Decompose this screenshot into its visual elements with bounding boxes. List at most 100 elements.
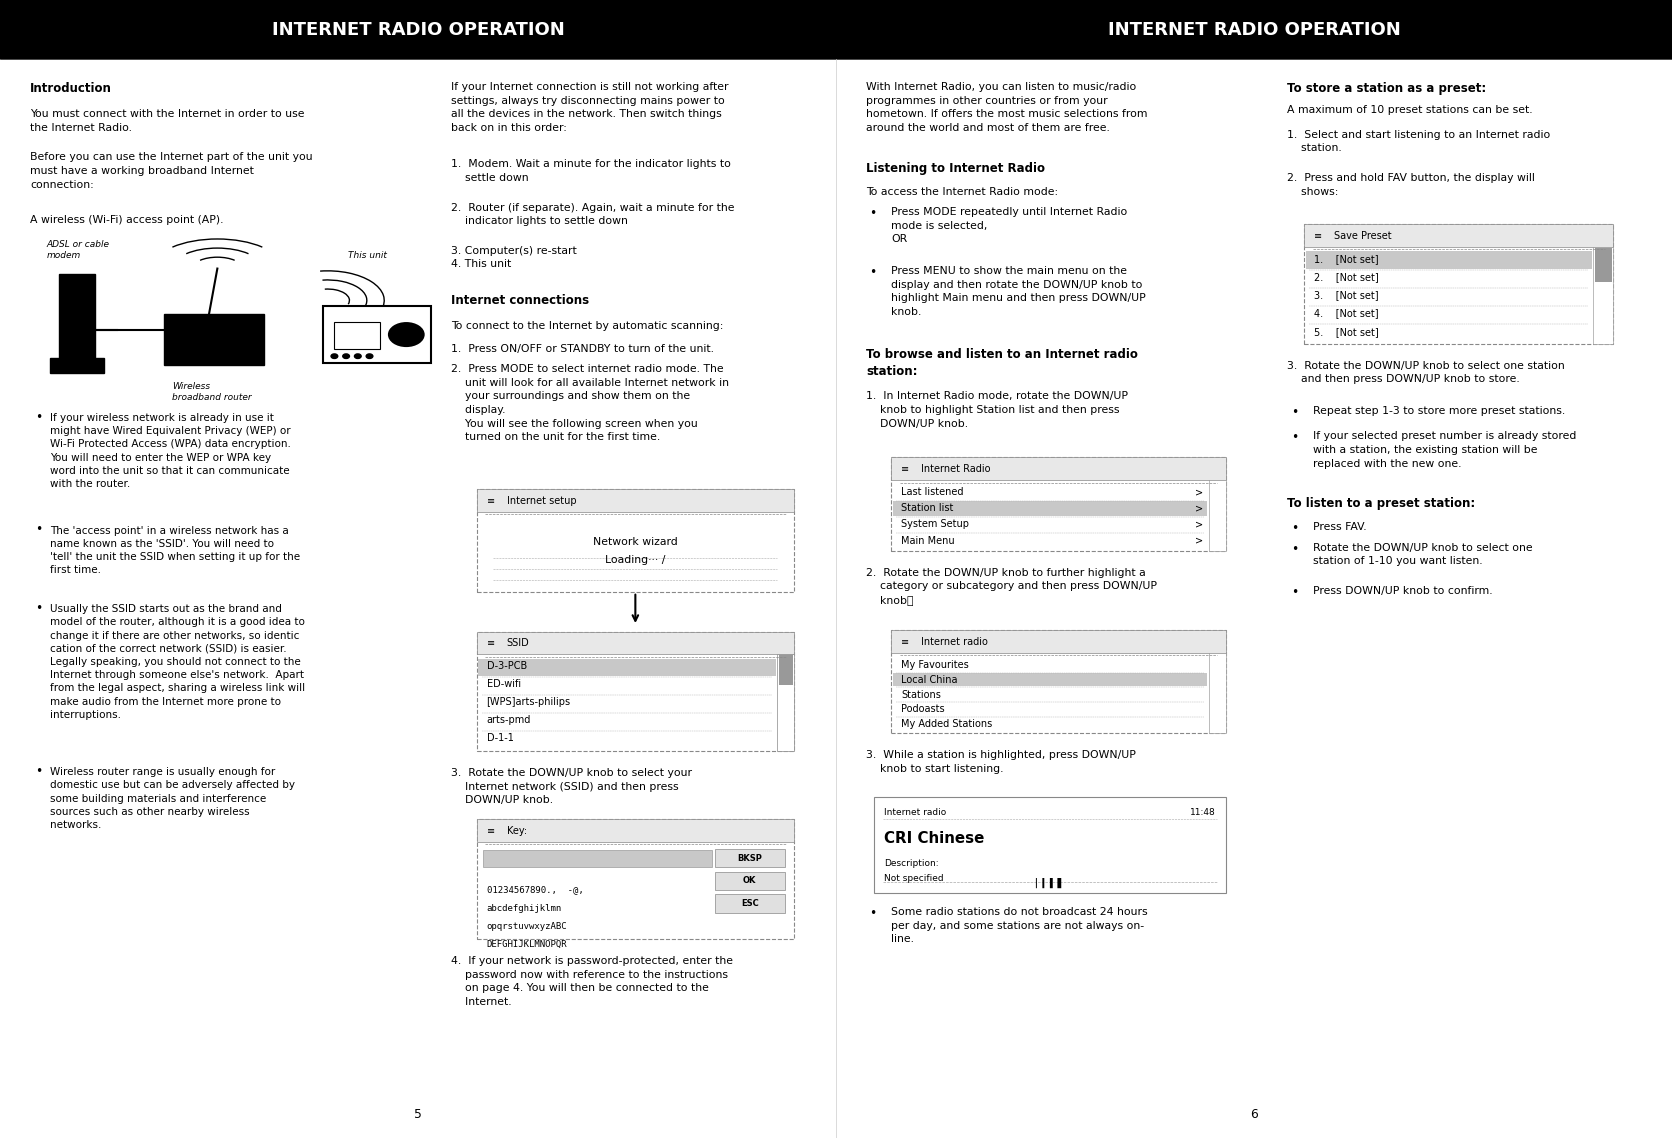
Text: ESC: ESC	[741, 899, 759, 908]
Text: Rotate the DOWN/UP knob to select one
station of 1-10 you want listen.: Rotate the DOWN/UP knob to select one st…	[1313, 543, 1532, 567]
Text: Network wizard: Network wizard	[594, 537, 677, 547]
Bar	[874, 797, 1226, 893]
Text: Station list: Station list	[901, 503, 953, 513]
Bar	[1304, 224, 1613, 247]
Text: 1.  Press ON/OFF or STANDBY to turn of the unit.: 1. Press ON/OFF or STANDBY to turn of th…	[451, 344, 714, 354]
Text: A maximum of 10 preset stations can be set.: A maximum of 10 preset stations can be s…	[1287, 105, 1533, 115]
Text: Repeat step 1-3 to store more preset stations.: Repeat step 1-3 to store more preset sta…	[1313, 406, 1565, 417]
Bar	[779, 655, 793, 685]
Text: Internet Radio: Internet Radio	[921, 464, 991, 473]
Bar	[891, 630, 1226, 733]
Text: Wireless router range is usually enough for
domestic use but can be adversely af: Wireless router range is usually enough …	[50, 767, 296, 830]
Text: 1.  In Internet Radio mode, rotate the DOWN/UP
    knob to highlight Station lis: 1. In Internet Radio mode, rotate the DO…	[866, 391, 1129, 429]
Text: This unit: This unit	[348, 251, 386, 261]
Circle shape	[331, 354, 338, 358]
Text: 1.  Modem. Wait a minute for the indicator lights to
    settle down: 1. Modem. Wait a minute for the indicato…	[451, 159, 731, 183]
Text: DEFGHIJKLMNOPQR: DEFGHIJKLMNOPQR	[487, 940, 567, 949]
Circle shape	[388, 322, 425, 347]
Text: D-1-1: D-1-1	[487, 733, 513, 743]
Text: •: •	[869, 207, 876, 220]
Text: •: •	[1291, 406, 1297, 419]
Text: Introduction: Introduction	[30, 82, 112, 94]
Bar	[164, 314, 264, 365]
Text: Internet radio: Internet radio	[921, 637, 988, 646]
Text: 5.    [Not set]: 5. [Not set]	[1314, 327, 1379, 337]
Text: Internet connections: Internet connections	[451, 294, 590, 306]
Bar	[477, 819, 794, 842]
Text: ≡: ≡	[487, 638, 495, 648]
Text: OK: OK	[742, 876, 756, 885]
Text: 2.  Rotate the DOWN/UP knob to further highlight a
    category or subcategory a: 2. Rotate the DOWN/UP knob to further hi…	[866, 568, 1157, 605]
Text: ED-wifi: ED-wifi	[487, 679, 520, 690]
Text: To listen to a preset station:: To listen to a preset station:	[1287, 497, 1476, 510]
Text: 2.  Router (if separate). Again, wait a minute for the
    indicator lights to s: 2. Router (if separate). Again, wait a m…	[451, 203, 736, 226]
Bar	[891, 457, 1226, 551]
Text: 1.  Select and start listening to an Internet radio
    station.: 1. Select and start listening to an Inte…	[1287, 130, 1550, 154]
Text: Key:: Key:	[507, 826, 527, 835]
Text: Not specified: Not specified	[884, 874, 945, 883]
Text: 3.  While a station is highlighted, press DOWN/UP
    knob to start listening.: 3. While a station is highlighted, press…	[866, 750, 1135, 774]
Text: If your selected preset number is already stored
with a station, the existing st: If your selected preset number is alread…	[1313, 431, 1577, 469]
Text: ≡: ≡	[901, 464, 910, 473]
Text: opqrstuvwxyzABC: opqrstuvwxyzABC	[487, 922, 567, 931]
Text: D-3-PCB: D-3-PCB	[487, 661, 527, 671]
Bar	[893, 673, 1207, 686]
Text: 2.  Press and hold FAV button, the display will
    shows:: 2. Press and hold FAV button, the displa…	[1287, 173, 1535, 197]
Bar	[1595, 248, 1612, 282]
Text: A wireless (Wi-Fi) access point (AP).: A wireless (Wi-Fi) access point (AP).	[30, 215, 224, 225]
Text: INTERNET RADIO OPERATION: INTERNET RADIO OPERATION	[271, 20, 565, 39]
Text: Listening to Internet Radio: Listening to Internet Radio	[866, 162, 1045, 174]
Text: To browse and listen to an Internet radio
station:: To browse and listen to an Internet radi…	[866, 348, 1139, 378]
Bar	[0, 0, 836, 59]
Text: 1.    [Not set]: 1. [Not set]	[1314, 254, 1379, 264]
Text: ≡: ≡	[487, 826, 495, 835]
Text: Before you can use the Internet part of the unit you
must have a working broadba: Before you can use the Internet part of …	[30, 152, 313, 190]
Text: To store a station as a preset:: To store a station as a preset:	[1287, 82, 1486, 94]
Bar	[893, 501, 1207, 517]
Text: Stations: Stations	[901, 690, 941, 700]
Bar	[836, 0, 1672, 59]
Text: Wireless
broadband router: Wireless broadband router	[172, 382, 252, 403]
Text: >: >	[1195, 520, 1204, 529]
Text: Save Preset: Save Preset	[1334, 231, 1391, 240]
Bar	[891, 457, 1226, 480]
Text: •: •	[35, 602, 42, 615]
Text: To connect to the Internet by automatic scanning:: To connect to the Internet by automatic …	[451, 321, 724, 331]
Text: •: •	[35, 523, 42, 536]
Bar	[478, 659, 776, 676]
Text: BKSP: BKSP	[737, 854, 762, 863]
Text: To access the Internet Radio mode:: To access the Internet Radio mode:	[866, 187, 1058, 197]
Text: Some radio stations do not broadcast 24 hours
per day, and some stations are not: Some radio stations do not broadcast 24 …	[891, 907, 1147, 945]
Text: Usually the SSID starts out as the brand and
model of the router, although it is: Usually the SSID starts out as the brand…	[50, 604, 306, 720]
Text: arts-pmd: arts-pmd	[487, 715, 532, 725]
Text: •: •	[1291, 522, 1297, 535]
Text: Last listened: Last listened	[901, 487, 963, 497]
Text: My Added Stations: My Added Stations	[901, 719, 993, 729]
Bar	[716, 849, 784, 867]
Text: 3. Computer(s) re-start
4. This unit: 3. Computer(s) re-start 4. This unit	[451, 246, 577, 270]
Text: 2.  Press MODE to select internet radio mode. The
    unit will look for all ava: 2. Press MODE to select internet radio m…	[451, 364, 729, 443]
Bar	[891, 630, 1226, 653]
Text: 3.  Rotate the DOWN/UP knob to select one station
    and then press DOWN/UP kno: 3. Rotate the DOWN/UP knob to select one…	[1287, 361, 1565, 385]
Text: 4.  If your network is password-protected, enter the
    password now with refer: 4. If your network is password-protected…	[451, 956, 734, 1007]
Bar	[59, 274, 95, 360]
Bar	[477, 489, 794, 512]
Bar	[1209, 480, 1226, 551]
Text: Press DOWN/UP knob to confirm.: Press DOWN/UP knob to confirm.	[1313, 586, 1491, 596]
Text: ≡: ≡	[487, 496, 495, 505]
Text: Main Menu: Main Menu	[901, 536, 955, 546]
Text: •: •	[35, 765, 42, 778]
Bar	[777, 654, 794, 751]
Circle shape	[354, 354, 361, 358]
Text: System Setup: System Setup	[901, 520, 970, 529]
Text: You must connect with the Internet in order to use
the Internet Radio.: You must connect with the Internet in or…	[30, 109, 304, 133]
Text: Press MODE repeatedly until Internet Radio
mode is selected,
OR: Press MODE repeatedly until Internet Rad…	[891, 207, 1127, 245]
Bar	[716, 894, 784, 913]
Text: 4.    [Not set]: 4. [Not set]	[1314, 308, 1379, 319]
Text: •: •	[1291, 586, 1297, 599]
Text: Local China: Local China	[901, 675, 958, 685]
Text: •: •	[869, 907, 876, 920]
Bar	[1304, 224, 1613, 344]
Text: 3.  Rotate the DOWN/UP knob to select your
    Internet network (SSID) and then : 3. Rotate the DOWN/UP knob to select you…	[451, 768, 692, 806]
Bar	[1209, 653, 1226, 733]
